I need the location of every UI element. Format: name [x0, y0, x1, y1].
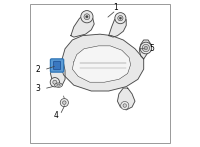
Ellipse shape: [57, 84, 60, 86]
Circle shape: [63, 101, 66, 104]
Text: 2: 2: [36, 65, 40, 74]
Circle shape: [140, 42, 152, 54]
Circle shape: [53, 80, 57, 84]
Circle shape: [119, 17, 121, 19]
Circle shape: [81, 11, 93, 23]
Text: 5: 5: [149, 44, 154, 53]
Polygon shape: [109, 17, 126, 37]
Polygon shape: [71, 15, 94, 37]
Circle shape: [142, 44, 150, 52]
Ellipse shape: [55, 83, 62, 87]
Circle shape: [144, 46, 148, 50]
Circle shape: [86, 16, 88, 18]
Circle shape: [50, 78, 60, 87]
FancyBboxPatch shape: [50, 59, 64, 72]
Circle shape: [123, 104, 127, 107]
Text: 3: 3: [36, 84, 41, 93]
Polygon shape: [117, 88, 135, 110]
Polygon shape: [61, 34, 144, 91]
Circle shape: [115, 13, 126, 24]
Circle shape: [60, 98, 68, 107]
Text: 4: 4: [53, 111, 58, 120]
Circle shape: [118, 16, 123, 21]
Polygon shape: [50, 60, 65, 85]
Polygon shape: [139, 40, 151, 59]
Circle shape: [84, 14, 90, 20]
Text: 1: 1: [114, 3, 118, 12]
FancyBboxPatch shape: [54, 61, 61, 70]
Polygon shape: [72, 46, 131, 82]
Circle shape: [121, 101, 129, 110]
